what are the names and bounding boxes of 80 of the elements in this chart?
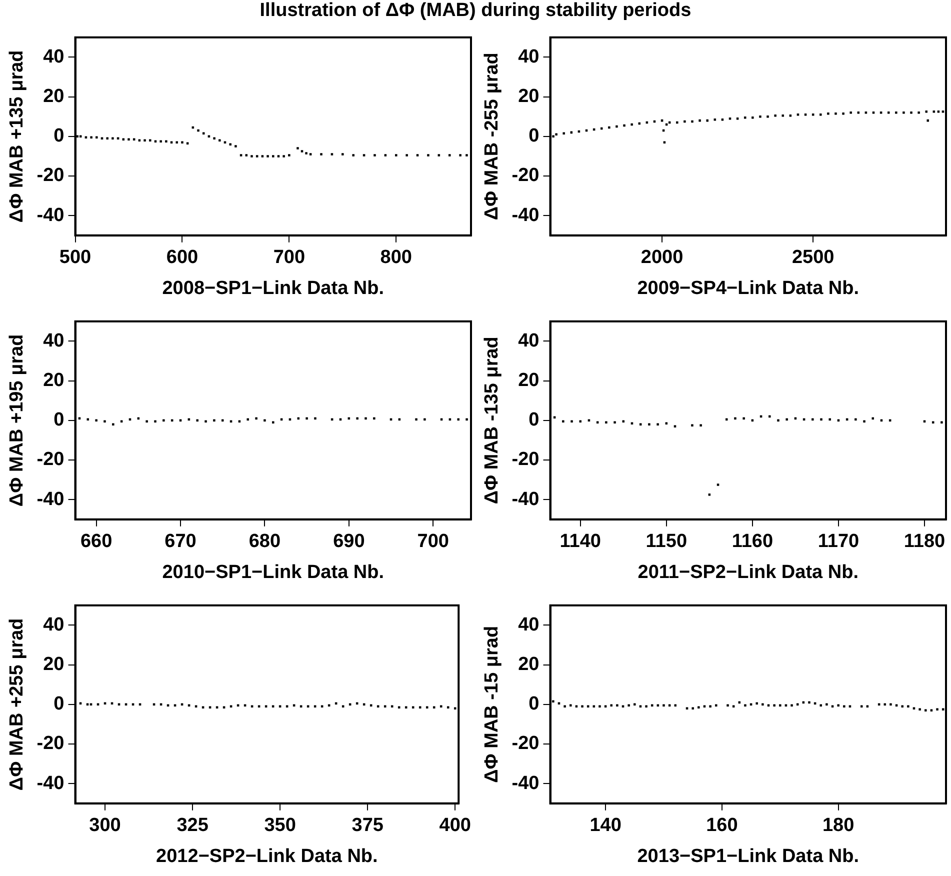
y-tick-label: -40 xyxy=(512,488,540,510)
x-tick-label: 1150 xyxy=(646,531,688,552)
x-tick-label: 500 xyxy=(59,247,92,268)
y-tick-label: -40 xyxy=(36,204,64,226)
point xyxy=(725,418,728,421)
y-tick-label: -40 xyxy=(36,488,64,510)
y-tick-label: 20 xyxy=(43,86,64,108)
x-tick-label: 2500 xyxy=(792,247,834,268)
y-axis-title: ΔΦ MAB -255 μrad xyxy=(482,52,503,220)
y-tick-label: -20 xyxy=(36,165,64,186)
y-tick-label: 0 xyxy=(528,694,540,715)
y-tick-label: 40 xyxy=(43,46,64,68)
point xyxy=(796,113,800,116)
point xyxy=(596,421,599,424)
x-tick-label: 600 xyxy=(166,247,198,268)
x-tick-label: 800 xyxy=(380,247,412,268)
y-tick-label: -20 xyxy=(512,733,540,754)
point xyxy=(100,137,104,140)
y-tick-label: 40 xyxy=(518,46,540,68)
y-tick-label: -40 xyxy=(512,772,540,794)
x-tick-label: 300 xyxy=(89,815,121,836)
x-tick-label: 1170 xyxy=(818,531,860,552)
x-tick-label: 670 xyxy=(164,531,196,552)
x-axis-title: 2011−SP2−Link Data Nb. xyxy=(638,562,858,583)
x-tick-label: 180 xyxy=(822,815,854,836)
point xyxy=(872,417,874,420)
y-tick-label: -20 xyxy=(512,449,540,470)
x-tick-label: 1160 xyxy=(732,531,774,552)
point xyxy=(782,114,784,117)
y-tick-label: 0 xyxy=(528,126,540,147)
point xyxy=(638,122,641,125)
y-tick-label: 0 xyxy=(54,126,64,147)
x-tick-label: 2000 xyxy=(640,247,684,268)
x-tick-label: 660 xyxy=(80,531,112,552)
y-axis-title: ΔΦ MAB -15 μrad xyxy=(482,626,503,783)
y-tick-label: -40 xyxy=(512,204,540,226)
y-tick-label: 40 xyxy=(43,330,64,352)
y-tick-label: -20 xyxy=(512,165,540,186)
y-tick-label: -40 xyxy=(36,772,64,794)
y-tick-label: 20 xyxy=(43,370,64,392)
y-tick-label: 40 xyxy=(518,330,540,352)
x-axis-title: 2013−SP1−Link Data Nb. xyxy=(637,846,860,867)
y-tick-label: 20 xyxy=(518,86,540,108)
x-tick-label: 350 xyxy=(264,815,296,836)
chart-title: Illustration of ΔΦ (MAB) during stability periods xyxy=(258,0,692,22)
y-tick-label: 40 xyxy=(43,614,64,636)
point xyxy=(932,421,934,424)
y-tick-label: 20 xyxy=(43,654,64,676)
x-axis-title: 2009−SP4−Link Data Nb. xyxy=(637,278,860,299)
x-tick-label: 700 xyxy=(417,531,449,552)
y-tick-label: 0 xyxy=(528,410,540,431)
x-tick-label: 140 xyxy=(590,815,622,836)
x-tick-label: 325 xyxy=(176,815,209,836)
point xyxy=(812,113,814,116)
y-tick-label: 40 xyxy=(518,614,540,636)
x-tick-label: 375 xyxy=(352,815,384,836)
y-tick-label: -20 xyxy=(36,733,64,754)
x-tick-label: 400 xyxy=(439,815,471,836)
x-tick-label: 160 xyxy=(706,815,738,836)
y-tick-label: 0 xyxy=(54,694,64,715)
y-axis-title: ΔΦ MAB +195 μrad xyxy=(6,334,28,507)
y-tick-label: 20 xyxy=(518,654,540,676)
point xyxy=(926,119,930,122)
y-axis-title: ΔΦ MAB -135 μrad xyxy=(482,336,503,504)
x-tick-label: 1180 xyxy=(904,531,946,552)
x-tick-label: 700 xyxy=(273,247,306,268)
point xyxy=(116,137,120,140)
y-axis-title: ΔΦ MAB +135 μrad xyxy=(6,50,28,223)
point xyxy=(579,420,582,423)
x-tick-label: 680 xyxy=(248,531,281,552)
x-axis-title: 2010−SP1−Link Data Nb. xyxy=(162,562,384,583)
y-tick-label: 0 xyxy=(54,410,64,431)
y-tick-label: 20 xyxy=(518,370,540,392)
y-tick-label: -20 xyxy=(36,449,64,470)
x-tick-label: 690 xyxy=(333,531,365,552)
y-axis-title: ΔΦ MAB +255 μrad xyxy=(6,618,28,791)
point xyxy=(804,113,807,116)
x-axis-title: 2012−SP2−Link Data Nb. xyxy=(156,846,378,867)
x-axis-title: 2008−SP1−Link Data Nb. xyxy=(162,278,384,299)
x-tick-label: 1140 xyxy=(560,531,601,552)
